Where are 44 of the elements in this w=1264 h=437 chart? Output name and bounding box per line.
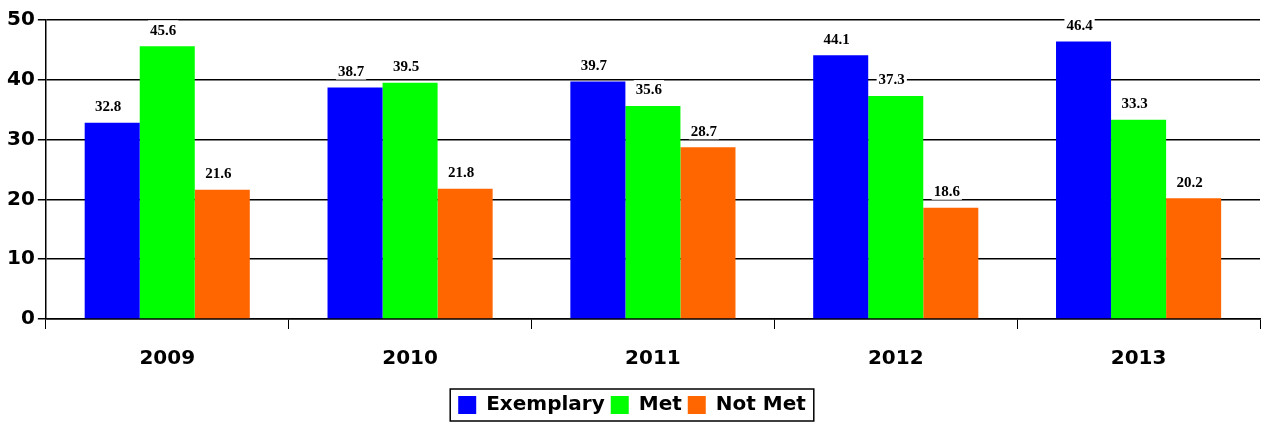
bar: [139, 46, 195, 319]
legend-label: Met: [638, 391, 683, 416]
bar: [570, 81, 626, 319]
x-tick-label: 2009: [139, 345, 196, 370]
bar: [1111, 119, 1167, 319]
data-label: 28.7: [690, 122, 718, 139]
data-label: 32.8: [95, 98, 122, 115]
x-tick-label: 2010: [382, 345, 438, 370]
data-label: 33.3: [1121, 95, 1148, 112]
bar: [382, 82, 438, 319]
data-label: 38.7: [337, 62, 365, 79]
bar: [923, 207, 979, 319]
bar: [327, 87, 383, 319]
data-label: 21.6: [205, 165, 232, 182]
data-label: 35.6: [635, 81, 663, 98]
x-tick-label: 2013: [1110, 345, 1167, 370]
bar: [868, 95, 924, 319]
data-label: 45.6: [150, 21, 177, 38]
y-tick-label: 20: [6, 185, 35, 210]
x-tick-label: 2012: [867, 345, 924, 370]
data-label: 37.3: [878, 71, 905, 88]
x-tick-label: 2011: [625, 345, 681, 370]
y-tick-label: 10: [6, 245, 35, 270]
y-tick-label: 0: [20, 305, 35, 330]
bar: [680, 147, 736, 319]
bar: [625, 106, 681, 319]
data-label: 44.1: [823, 30, 850, 47]
data-label: 46.4: [1066, 16, 1094, 33]
data-label: 39.5: [392, 58, 420, 75]
bar: [813, 55, 869, 319]
bar: [194, 189, 250, 319]
data-label: 21.8: [448, 164, 475, 181]
data-label: 20.2: [1176, 173, 1203, 190]
bar: [1056, 41, 1112, 319]
bar: [1166, 198, 1222, 319]
y-tick-label: 50: [6, 6, 35, 31]
data-label: 39.7: [580, 56, 608, 73]
y-tick-label: 40: [6, 66, 35, 90]
bar: [84, 122, 140, 319]
legend-label: Not Met: [715, 391, 807, 416]
y-tick-label: 30: [6, 125, 35, 150]
data-label: 18.6: [933, 183, 961, 200]
bar: [437, 188, 493, 319]
legend-label: Exemplary: [486, 391, 605, 416]
